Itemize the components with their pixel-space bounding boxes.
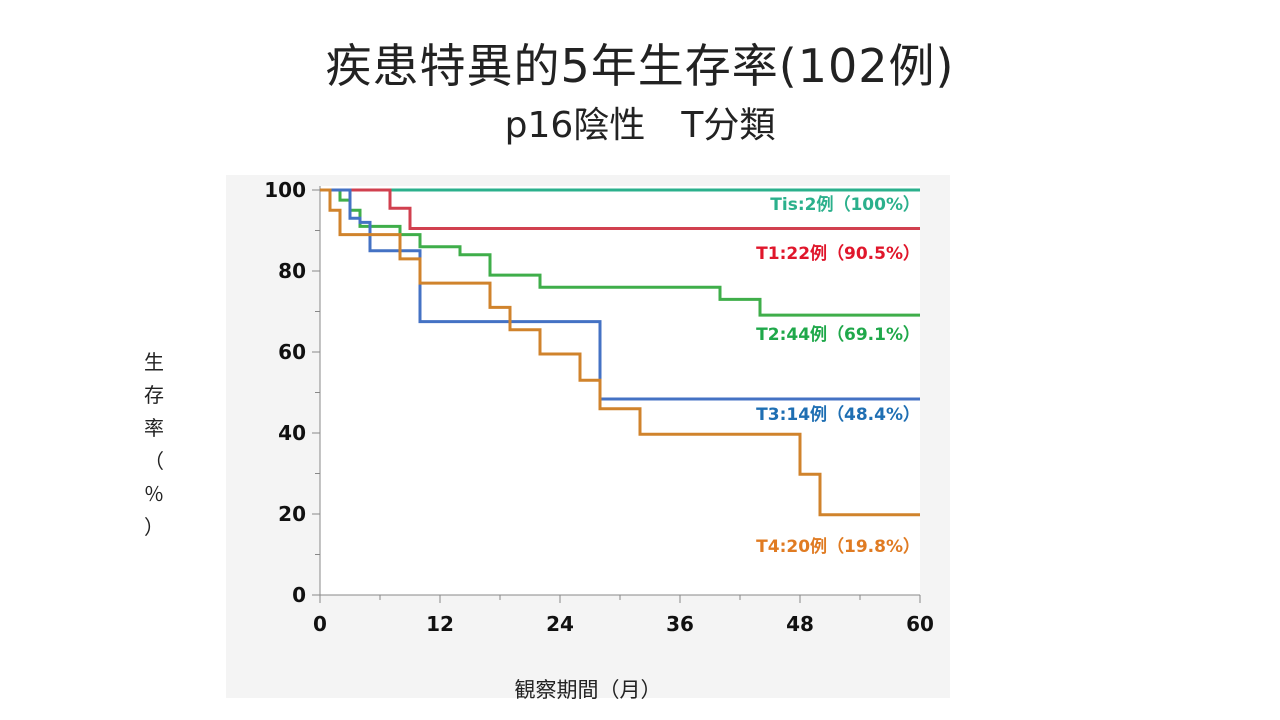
t3-line (320, 188, 920, 401)
x-tick-label: 48 (786, 612, 814, 636)
y-tick-label: 100 (264, 178, 306, 202)
t4-label: T4:20例（19.8%） (756, 536, 920, 557)
tis-label: Tis:2例（100%） (770, 194, 920, 215)
x-tick-label: 60 (906, 612, 934, 636)
y-tick-label: 20 (278, 502, 306, 526)
t4-line (320, 188, 920, 517)
t3-label: T3:14例（48.4%） (756, 404, 920, 425)
y-tick-label: 60 (278, 340, 306, 364)
y-axis-label: 生 存 率 （ ％ ） (144, 350, 164, 539)
y-tick-label: 40 (278, 421, 306, 445)
survival-chart: 0 20 40 60 80 100 0 12 24 36 48 60 Tis:2例（100%） T1:22… (264, 178, 934, 636)
t2-label: T2:44例（69.1%） (756, 324, 920, 345)
x-tick-label: 36 (666, 612, 694, 636)
x-axis-label: 観察期間（月） (514, 678, 662, 702)
slide-subtitle: p16陰性 T分類 (504, 105, 776, 146)
t1-line (320, 188, 920, 230)
x-tick-label: 12 (426, 612, 454, 636)
y-tick-label: 0 (292, 583, 306, 607)
slide-title: 疾患特異的5年生存率(102例) (325, 39, 955, 93)
y-tick-label: 80 (278, 259, 306, 283)
t1-label: T1:22例（90.5%） (756, 243, 920, 264)
x-tick-label: 0 (313, 612, 327, 636)
x-tick-label: 24 (546, 612, 574, 636)
chart-panel: 0 20 40 60 80 100 0 12 24 36 48 60 Tis:2例（100%） T1:22… (226, 175, 950, 698)
